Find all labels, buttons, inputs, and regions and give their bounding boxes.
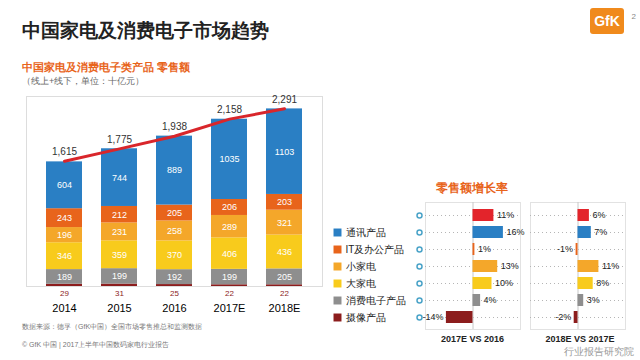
svg-text:摄像产品: 摄像产品	[346, 312, 386, 323]
html-text:中国家电及消费电子市场趋势: 中国家电及消费电子市场趋势	[22, 20, 269, 41]
svg-text:1103: 1103	[275, 147, 294, 157]
svg-text:2,158: 2,158	[217, 104, 242, 115]
svg-text:2017E: 2017E	[214, 302, 246, 314]
html-text:（线上+线下，单位：十亿元）: （线上+线下，单位：十亿元）	[22, 76, 145, 86]
html-text:2017E VS 2016: 2017E VS 2016	[441, 334, 504, 344]
svg-text:8%: 8%	[596, 278, 609, 288]
html-text:GfK: GfK	[594, 13, 620, 29]
svg-text:289: 289	[222, 222, 237, 232]
svg-text:13%: 13%	[501, 261, 519, 271]
svg-text:189: 189	[57, 272, 72, 282]
svg-text:406: 406	[222, 248, 237, 258]
svg-text:192: 192	[167, 272, 182, 282]
svg-text:346: 346	[57, 251, 72, 261]
svg-text:2016: 2016	[162, 302, 186, 314]
svg-text:3%: 3%	[587, 295, 600, 305]
svg-text:1,615: 1,615	[52, 146, 77, 157]
svg-text:1,938: 1,938	[162, 121, 187, 132]
svg-text:IT及办公产品: IT及办公产品	[346, 244, 405, 255]
svg-text:-2%: -2%	[555, 312, 571, 322]
svg-text:436: 436	[277, 247, 292, 257]
html-text:© GfK 中国 | 2017上半年中国数码家电行业报告: © GfK 中国 | 2017上半年中国数码家电行业报告	[22, 341, 170, 348]
svg-text:31: 31	[115, 289, 124, 298]
svg-text:231: 231	[112, 227, 127, 237]
svg-text:11%: 11%	[497, 210, 514, 220]
svg-text:889: 889	[167, 165, 182, 175]
html-text:2: 2	[631, 12, 636, 21]
svg-text:744: 744	[112, 172, 127, 182]
html-text:中国家电及消费电子类产品 零售额: 中国家电及消费电子类产品 零售额	[22, 61, 191, 73]
svg-text:1,775: 1,775	[107, 134, 132, 145]
svg-text:1035: 1035	[219, 154, 239, 164]
svg-text:通讯产品: 通讯产品	[346, 227, 386, 238]
html-text:行业报告研究院: 行业报告研究院	[564, 346, 634, 357]
svg-text:205: 205	[277, 272, 292, 282]
svg-text:25: 25	[170, 289, 179, 298]
svg-text:大家电: 大家电	[346, 278, 376, 289]
svg-text:消费电子产品: 消费电子产品	[346, 295, 406, 306]
svg-text:203: 203	[277, 197, 292, 207]
svg-text:359: 359	[112, 250, 127, 260]
svg-text:370: 370	[167, 250, 182, 260]
html-text:零售额增长率: 零售额增长率	[436, 181, 508, 195]
svg-text:16%: 16%	[506, 227, 524, 237]
svg-text:205: 205	[167, 208, 182, 218]
svg-text:11%: 11%	[602, 261, 619, 271]
svg-text:-1%: -1%	[557, 244, 573, 254]
svg-text:196: 196	[57, 230, 72, 240]
svg-text:206: 206	[222, 202, 237, 212]
html-text:数据来源：德孚（GfK中国）全国市场零售推总和监测数据: 数据来源：德孚（GfK中国）全国市场零售推总和监测数据	[22, 323, 203, 330]
svg-text:2015: 2015	[107, 302, 131, 314]
svg-text:2018E: 2018E	[269, 302, 301, 314]
svg-text:2,291: 2,291	[272, 94, 297, 105]
svg-text:7%: 7%	[594, 227, 607, 237]
svg-text:29: 29	[60, 289, 69, 298]
svg-text:243: 243	[57, 213, 72, 223]
svg-text:604: 604	[57, 180, 72, 190]
svg-text:-14%: -14%	[422, 312, 443, 322]
html-text:2018E VS 2017E: 2018E VS 2017E	[545, 334, 615, 344]
svg-text:6%: 6%	[592, 210, 605, 220]
svg-text:2014: 2014	[52, 302, 76, 314]
svg-text:199: 199	[222, 272, 237, 282]
svg-text:22: 22	[280, 289, 289, 298]
svg-text:10%: 10%	[495, 278, 513, 288]
svg-text:212: 212	[112, 210, 127, 220]
svg-text:321: 321	[277, 218, 292, 228]
svg-text:199: 199	[112, 271, 127, 281]
svg-text:小家电: 小家电	[346, 261, 376, 272]
svg-text:1%: 1%	[478, 244, 491, 254]
svg-text:258: 258	[167, 226, 182, 236]
svg-text:22: 22	[225, 289, 234, 298]
svg-text:4%: 4%	[484, 295, 497, 305]
